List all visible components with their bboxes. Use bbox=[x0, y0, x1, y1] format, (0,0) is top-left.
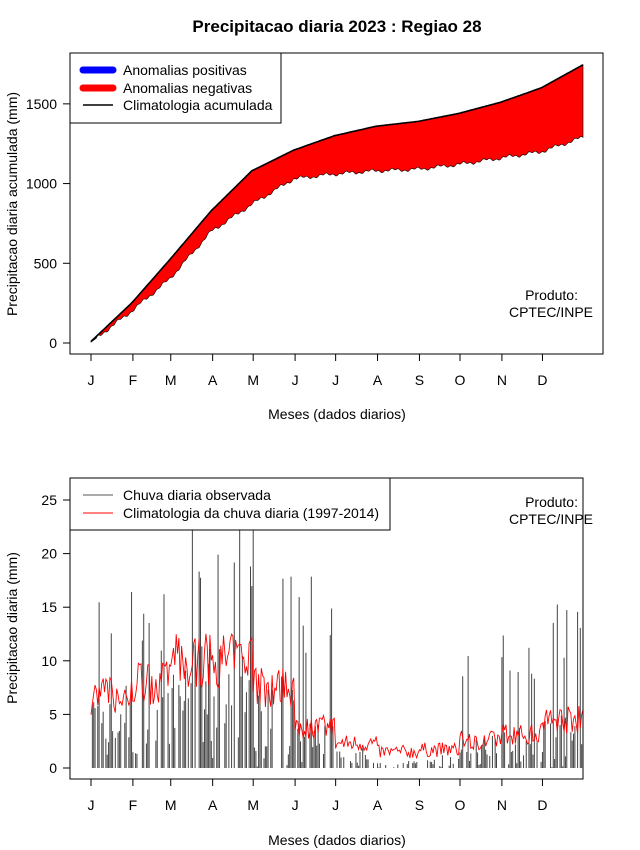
y-tick-label: 1000 bbox=[26, 176, 57, 192]
credit-line-1: Produto: bbox=[525, 494, 578, 510]
y-tick-label: 0 bbox=[49, 335, 57, 351]
legend-label: Climatologia acumulada bbox=[123, 97, 273, 113]
x-tick-label: F bbox=[129, 797, 138, 813]
x-axis-label: Meses (dados diarios) bbox=[268, 832, 406, 848]
legend-label: Climatologia da chuva diaria (1997-2014) bbox=[123, 505, 379, 521]
climatology-line-layer bbox=[90, 633, 584, 760]
x-tick-label: A bbox=[208, 372, 218, 388]
figure-title: Precipitacao diaria 2023 : Regiao 28 bbox=[192, 17, 481, 36]
y-tick-label: 20 bbox=[41, 546, 57, 562]
x-tick-label: O bbox=[455, 797, 466, 813]
y-axis: 0 5 10 15 20 25 bbox=[41, 492, 71, 776]
x-tick-label: M bbox=[165, 797, 177, 813]
daily-bars-layer bbox=[91, 495, 584, 768]
cumulative-area-layer bbox=[90, 64, 584, 343]
credit-line-2: CPTEC/INPE bbox=[509, 511, 593, 527]
y-tick-label: 0 bbox=[49, 760, 57, 776]
y-tick-label: 15 bbox=[41, 599, 57, 615]
y-tick-label: 5 bbox=[49, 706, 57, 722]
x-tick-label: O bbox=[455, 372, 466, 388]
y-axis-label: Precipitacao diaria (mm) bbox=[4, 552, 20, 704]
x-tick-label: J bbox=[332, 797, 339, 813]
y-tick-label: 25 bbox=[41, 492, 57, 508]
credit-line-1: Produto: bbox=[525, 287, 578, 303]
climatology-cumulative-line bbox=[90, 64, 584, 342]
x-tick-label: J bbox=[88, 372, 95, 388]
x-tick-label: A bbox=[373, 372, 383, 388]
legend-label: Anomalias negativas bbox=[123, 80, 252, 96]
credit-line-2: CPTEC/INPE bbox=[509, 304, 593, 320]
climatology-daily-line bbox=[90, 633, 584, 760]
x-tick-label: J bbox=[332, 372, 339, 388]
x-tick-label: F bbox=[129, 372, 138, 388]
legend-box bbox=[69, 477, 391, 531]
legend-label: Anomalias positivas bbox=[123, 62, 247, 78]
x-tick-label: M bbox=[247, 797, 259, 813]
x-tick-label: J bbox=[292, 797, 299, 813]
legend: Chuva diaria observada Climatologia da c… bbox=[69, 477, 391, 531]
x-tick-label: N bbox=[497, 797, 507, 813]
legend: Anomalias positivas Anomalias negativas … bbox=[69, 52, 282, 124]
y-axis: 0 500 1000 1500 bbox=[26, 96, 71, 351]
y-tick-label: 1500 bbox=[26, 96, 57, 112]
x-tick-label: S bbox=[415, 372, 424, 388]
x-tick-label: A bbox=[373, 797, 383, 813]
legend-label: Chuva diaria observada bbox=[123, 487, 271, 503]
x-tick-label: M bbox=[247, 372, 259, 388]
x-tick-label: D bbox=[537, 797, 547, 813]
x-tick-label: N bbox=[497, 372, 507, 388]
x-tick-label: S bbox=[415, 797, 424, 813]
x-axis-label: Meses (dados diarios) bbox=[268, 406, 406, 422]
x-tick-label: D bbox=[537, 372, 547, 388]
daily-chart: 0 5 10 15 20 25 J F M A M J J A S O N D Precipitacao dia… bbox=[4, 477, 593, 848]
y-tick-label: 10 bbox=[41, 653, 57, 669]
y-tick-label: 500 bbox=[34, 255, 58, 271]
x-tick-label: A bbox=[208, 797, 218, 813]
x-tick-label: J bbox=[88, 797, 95, 813]
y-axis-label: Precipitacao diaria acumulada (mm) bbox=[4, 92, 20, 316]
x-tick-label: J bbox=[292, 372, 299, 388]
x-tick-label: M bbox=[165, 372, 177, 388]
cumulative-chart: 0 500 1000 1500 J F M A M J J A S O N D Precipitacao d… bbox=[4, 52, 604, 422]
